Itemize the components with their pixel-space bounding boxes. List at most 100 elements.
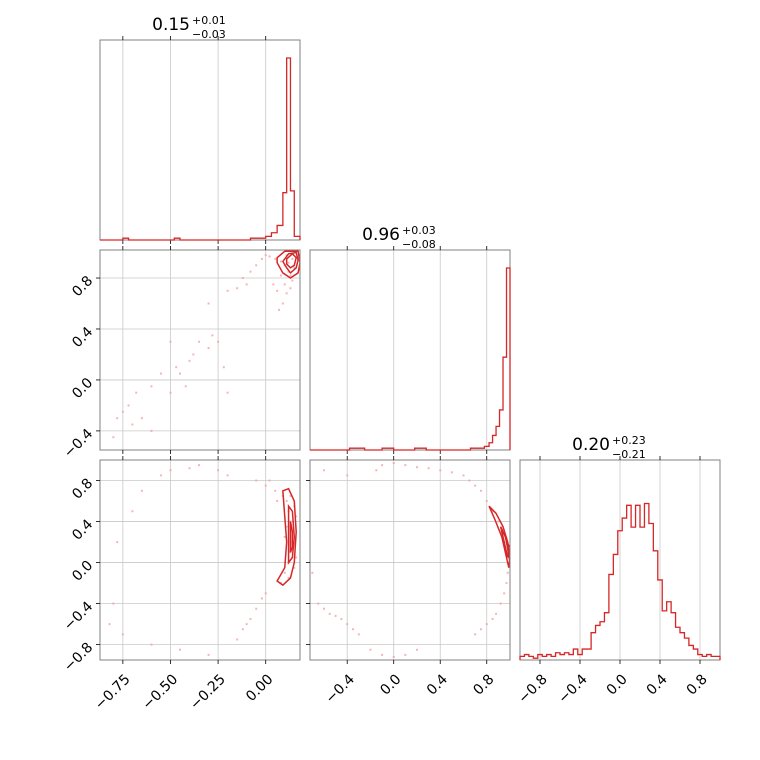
histogram-x2-title: 0.20 +0.23−0.21 (572, 434, 646, 461)
scatter-x0-x1-point (279, 274, 282, 277)
scatter-x0-x1-contour-3 (276, 250, 300, 279)
scatter-x1-x2-point (503, 592, 506, 595)
scatter-x0-x1-point (217, 340, 220, 343)
scatter-x0-x1-point (287, 270, 290, 273)
scatter-x0-x1-point (236, 287, 239, 290)
scatter-x0-x2-point (217, 469, 220, 472)
scatter-x0-x1-point (175, 366, 178, 369)
scatter-x1-x2-point (317, 602, 320, 605)
scatter-x0-x2-point (285, 525, 288, 528)
scatter-x1-x2-point (322, 607, 325, 610)
scatter-x1-x2-point (491, 617, 494, 620)
scatter-x0-x1-point (249, 270, 252, 273)
scatter-x1-x2-point (334, 614, 337, 617)
scatter-x0-x1-point (264, 254, 267, 257)
scatter-x0-x2-point (188, 467, 191, 470)
x2-tick-label: 0.0 (604, 671, 631, 698)
scatter-x1-x2-point (340, 617, 343, 620)
scatter-x0-x2-point (249, 617, 252, 620)
x2-tick-label: 0.8 (684, 671, 711, 698)
scatter-x0-x2-contour-2 (287, 503, 296, 565)
scatter-x1-x2-point (497, 520, 500, 523)
scatter-x0-x1-point (281, 302, 284, 305)
scatter-x0-x1-point (226, 289, 229, 292)
scatter-x1-x2-point (415, 466, 418, 469)
histogram-x1 (346, 250, 488, 450)
scatter-x0-x1-contour-1 (281, 251, 299, 275)
scatter-x0-x2-point (274, 489, 277, 492)
scatter-x0-x2-point (207, 653, 210, 656)
scatter-x0-x2-point (264, 592, 267, 595)
scatter-x0-x2-point (264, 484, 267, 487)
scatter-x0-x2-point (283, 535, 286, 538)
scatter-x0-x1-point (121, 410, 124, 413)
scatter-x1-x2-point (505, 582, 508, 585)
scatter-x1-x2-point (369, 648, 372, 651)
scatter-x0-x2-point (293, 566, 296, 569)
scatter-x1-x2-point (439, 469, 442, 472)
x0-tick-label: −0.50 (140, 671, 182, 713)
histogram-x2-step (519, 502, 721, 660)
histogram-x0-frame (99, 39, 301, 241)
scatter-x1-x2-point (352, 628, 355, 631)
scatter-x0-x1-point (198, 340, 201, 343)
scatter-x0-x2-point (295, 515, 298, 518)
x2-tick-label: −0.4 (555, 671, 590, 706)
scatter-x1-x2-point (404, 653, 407, 656)
scatter-x0-x1-point (289, 287, 292, 290)
scatter-x0-x1-point (159, 372, 162, 375)
scatter-x0-x2-point (268, 479, 271, 482)
x0-tick-label: 0.00 (243, 671, 276, 704)
histogram-x0-title-plus: +0.01 (192, 14, 226, 27)
scatter-x0-x2-point (255, 607, 258, 610)
scatter-x0-x1-point (169, 340, 172, 343)
scatter-x0-x1-point (285, 254, 288, 257)
histogram-x2 (539, 460, 701, 660)
histogram-x2-title-plus: +0.23 (612, 434, 646, 447)
x1-tick-label: 0.8 (470, 671, 497, 698)
scatter-x0-x2-point (159, 474, 162, 477)
scatter-x0-x1-point (135, 391, 138, 394)
x2-y-tick-label: 0.4 (69, 516, 96, 543)
scatter-x0-x1-contour-2 (285, 252, 298, 269)
histogram-x0-title-value: 0.15 (152, 15, 190, 35)
scatter-x0-x2-point (260, 597, 263, 600)
scatter-x1-x2-point (392, 655, 395, 658)
scatter-x1-x2-point (311, 571, 314, 574)
histogram-x0 (122, 40, 267, 240)
scatter-x0-x2-point (241, 628, 244, 631)
scatter-x0-x2-point (121, 633, 124, 636)
scatter-x0-x2-contour-1 (276, 487, 297, 587)
x1-y-tick-label: −0.4 (61, 426, 96, 461)
scatter-x0-x1-point (140, 417, 143, 420)
scatter-x0-x1-point (188, 359, 191, 362)
scatter-x0-x2-point (245, 623, 248, 626)
histogram-x1-step (310, 267, 511, 451)
scatter-x0-x1-point (283, 283, 286, 286)
scatter-x0-x2-point (179, 648, 181, 651)
scatter-x0-x1-point (245, 283, 248, 286)
scatter-x0-x2-point (285, 500, 288, 503)
scatter-x0-x2-point (150, 643, 153, 646)
scatter-x1-x2-point (381, 464, 384, 467)
scatter-x1-x2-point (357, 633, 360, 636)
scatter-x1-x2-point (474, 633, 477, 636)
scatter-x0-x1-point (226, 391, 229, 394)
scatter-x0-x1-point (272, 283, 275, 286)
scatter-x0-x1-point (260, 257, 263, 260)
scatter-x0-x2-point (236, 638, 239, 641)
histogram-x0-title: 0.15 +0.01−0.03 (152, 14, 226, 41)
scatter-x0-x2-point (287, 576, 290, 579)
scatter-x0-x1 (100, 250, 300, 450)
x2-y-tick-label: 0.8 (69, 475, 96, 502)
x2-tick-label: 0.4 (644, 671, 671, 698)
scatter-x0-x1-point (287, 261, 290, 264)
scatter-x0-x1-point (169, 391, 172, 394)
x2-tick-label: −0.8 (515, 671, 550, 706)
scatter-x1-x2-point (479, 489, 482, 492)
scatter-x0-x2-frame (99, 459, 301, 661)
scatter-x0-x2-point (140, 489, 143, 492)
scatter-x0-x1-point (150, 385, 153, 388)
scatter-x0-x1-frame (99, 249, 301, 451)
